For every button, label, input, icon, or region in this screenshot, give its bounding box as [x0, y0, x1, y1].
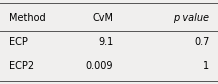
Text: 0.7: 0.7	[194, 37, 209, 47]
Text: ECP2: ECP2	[9, 60, 34, 71]
Text: p value: p value	[173, 13, 209, 24]
Text: Method: Method	[9, 13, 45, 24]
Text: CvM: CvM	[92, 13, 113, 24]
Text: 1: 1	[203, 60, 209, 71]
Text: 9.1: 9.1	[98, 37, 113, 47]
Text: 0.009: 0.009	[86, 60, 113, 71]
Text: ECP: ECP	[9, 37, 28, 47]
